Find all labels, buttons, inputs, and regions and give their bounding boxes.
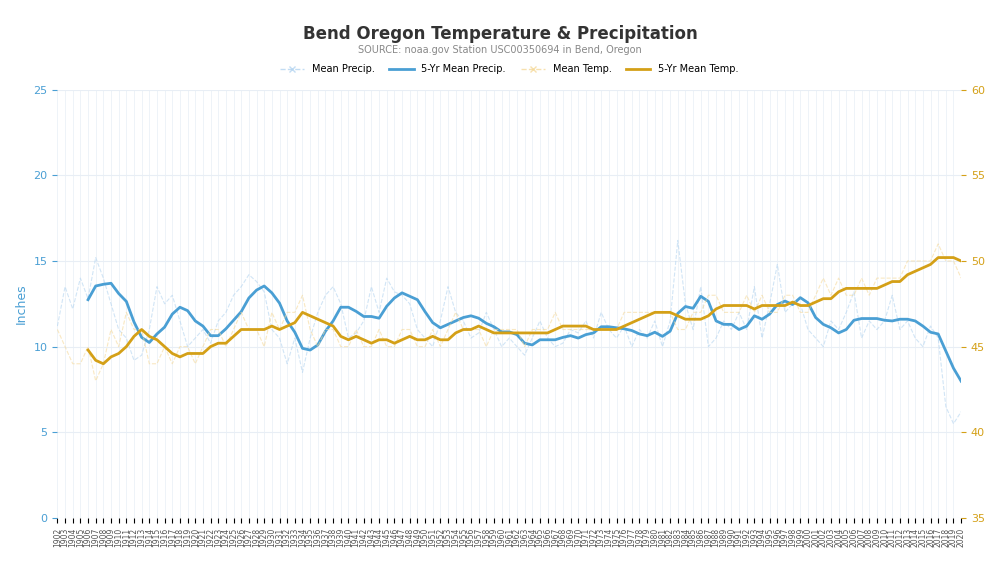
Y-axis label: Inches: Inches [15,283,28,324]
Legend: Mean Precip., 5-Yr Mean Precip., Mean Temp., 5-Yr Mean Temp.: Mean Precip., 5-Yr Mean Precip., Mean Te… [276,60,743,78]
Text: SOURCE: noaa.gov Station USC00350694 in Bend, Oregon: SOURCE: noaa.gov Station USC00350694 in … [358,45,642,55]
Text: Bend Oregon Temperature & Precipitation: Bend Oregon Temperature & Precipitation [303,25,697,43]
